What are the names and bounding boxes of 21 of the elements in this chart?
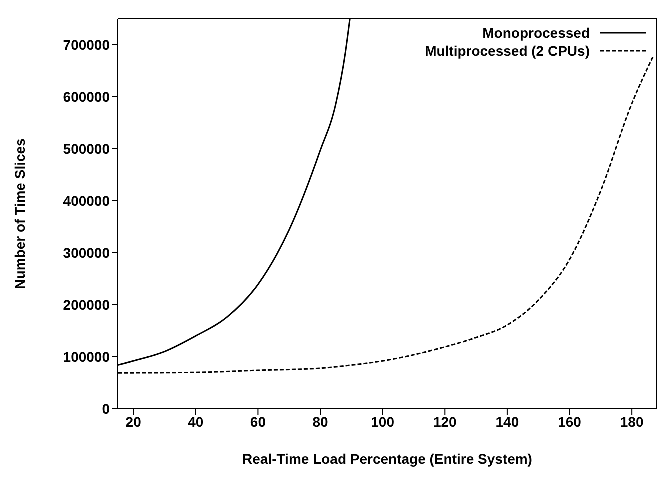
y-tick-label: 300000 <box>63 244 110 261</box>
x-tick-label: 80 <box>312 414 329 430</box>
y-tick-label: 400000 <box>63 192 110 209</box>
x-tick-label: 180 <box>620 414 644 430</box>
y-tick-label: 600000 <box>63 88 110 105</box>
x-tick-label: 140 <box>496 414 520 430</box>
x-tick-label: 60 <box>250 414 266 430</box>
x-tick-label: 20 <box>126 414 142 430</box>
legend-label: Multiprocessed (2 CPUs) <box>425 42 590 60</box>
legend-label: Monoprocessed <box>482 24 590 42</box>
y-axis-title: Number of Time Slices <box>12 138 28 290</box>
y-tick-label: 700000 <box>63 36 110 53</box>
y-tick-label: 0 <box>102 400 110 417</box>
x-tick-label: 40 <box>188 414 204 430</box>
x-tick-label: 100 <box>371 414 395 430</box>
x-tick-label: 160 <box>558 414 582 430</box>
x-tick-label: 120 <box>433 414 458 430</box>
y-tick-label: 100000 <box>63 348 110 365</box>
y-tick-label: 200000 <box>63 296 110 313</box>
y-tick-label: 500000 <box>63 140 110 157</box>
x-axis-title: Real-Time Load Percentage (Entire System) <box>242 451 532 467</box>
